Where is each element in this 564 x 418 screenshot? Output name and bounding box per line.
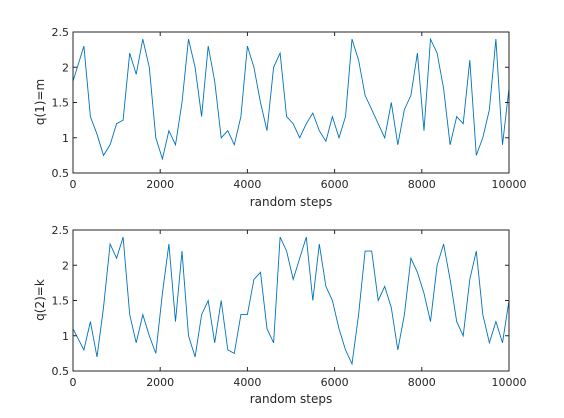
top-xtick-label-1: 2000 xyxy=(146,178,174,191)
top-xtick-label-4: 8000 xyxy=(408,178,436,191)
bottom-subplot: 0 2000 4000 6000 8000 10000 0.5 1 1.5 2 2.5 rando… xyxy=(33,224,527,406)
bottom-ytick-label-2: 1.5 xyxy=(52,295,70,308)
bottom-xtick-label-2: 4000 xyxy=(233,376,261,389)
top-ytick-label-3: 2 xyxy=(62,61,69,74)
bottom-ytick-label-1: 1 xyxy=(62,330,69,343)
bottom-yticks: 0.5 1 1.5 2 2.5 xyxy=(52,224,509,378)
bottom-series-line-0 xyxy=(72,236,510,366)
bottom-ylabel: q(2)=k xyxy=(33,279,47,321)
bottom-xticks: 0 2000 4000 6000 8000 10000 xyxy=(70,230,527,389)
bottom-xtick-label-5: 10000 xyxy=(492,376,527,389)
top-ytick-label-0: 0.5 xyxy=(52,167,70,180)
top-series-line-0 xyxy=(72,37,510,161)
top-ylabel: q(1)=m xyxy=(33,79,47,125)
bottom-xtick-label-1: 2000 xyxy=(146,376,174,389)
top-xtick-label-2: 4000 xyxy=(233,178,261,191)
bottom-axes-box xyxy=(72,229,510,372)
top-axes-box xyxy=(72,31,510,174)
top-xtick-label-0: 0 xyxy=(70,178,77,191)
bottom-ytick-label-0: 0.5 xyxy=(52,365,70,378)
top-series-layer xyxy=(72,37,510,161)
bottom-xtick-label-4: 8000 xyxy=(408,376,436,389)
top-ytick-label-2: 1.5 xyxy=(52,97,70,110)
top-xtick-label-5: 10000 xyxy=(492,178,527,191)
top-xticks: 0 2000 4000 6000 8000 10000 xyxy=(70,32,527,191)
bottom-series-layer xyxy=(72,236,510,366)
bottom-xtick-label-3: 6000 xyxy=(321,376,349,389)
bottom-ytick-label-4: 2.5 xyxy=(52,224,70,237)
top-xtick-label-3: 6000 xyxy=(321,178,349,191)
top-xlabel: random steps xyxy=(250,195,333,209)
top-yticks: 0.5 1 1.5 2 2.5 xyxy=(52,26,509,180)
top-ytick-label-4: 2.5 xyxy=(52,26,70,39)
bottom-xlabel: random steps xyxy=(250,392,333,406)
bottom-ytick-label-3: 2 xyxy=(62,259,69,272)
top-axes-border xyxy=(72,31,510,174)
top-subplot: 0 2000 4000 6000 8000 10000 0.5 1 1.5 2 2.5 rando… xyxy=(33,26,527,209)
bottom-xtick-label-0: 0 xyxy=(70,376,77,389)
bottom-axes-border xyxy=(72,229,510,372)
top-ytick-label-1: 1 xyxy=(62,132,69,145)
